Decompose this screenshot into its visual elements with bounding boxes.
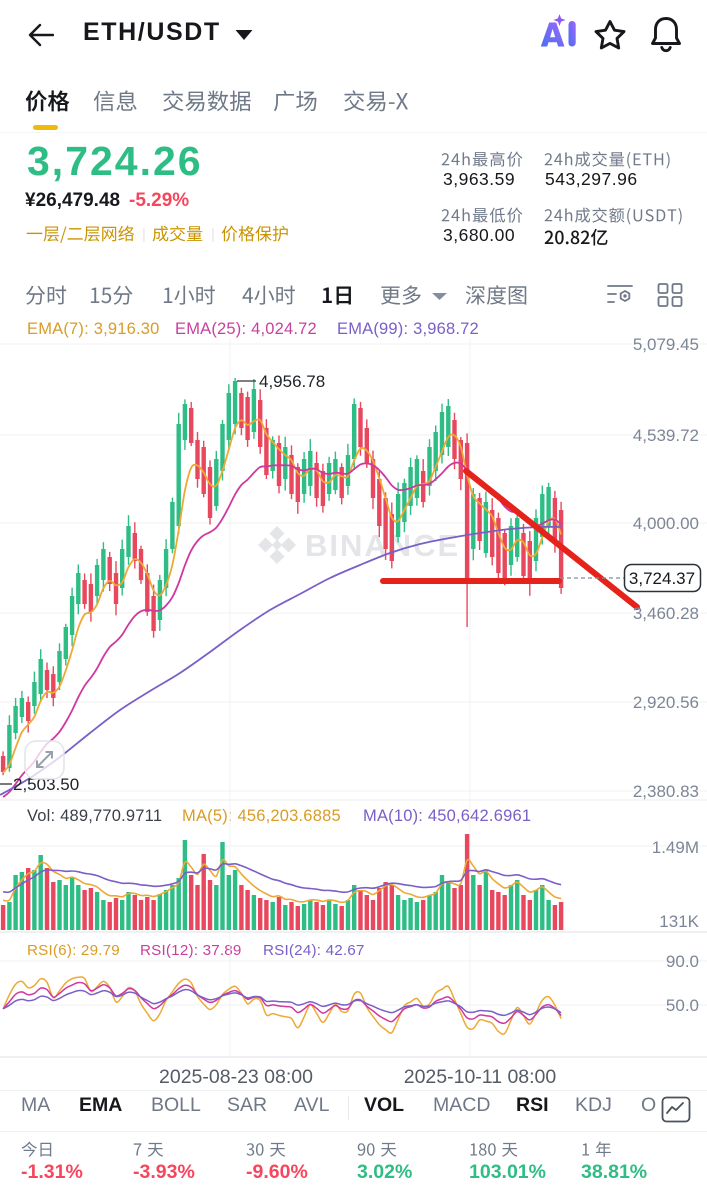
svg-text:50.0: 50.0 xyxy=(666,996,699,1015)
svg-text:2,920.56: 2,920.56 xyxy=(633,693,699,712)
svg-text:4,539.72: 4,539.72 xyxy=(633,426,699,445)
svg-text:1.49M: 1.49M xyxy=(652,838,699,857)
svg-text:3,460.28: 3,460.28 xyxy=(633,604,699,623)
svg-text:BINANCE: BINANCE xyxy=(305,528,460,563)
svg-text:5,079.45: 5,079.45 xyxy=(633,335,699,354)
svg-text:2,380.83: 2,380.83 xyxy=(633,782,699,801)
svg-text:2025-08-23 08:00: 2025-08-23 08:00 xyxy=(159,1066,313,1088)
svg-text:2,503.50: 2,503.50 xyxy=(13,775,79,794)
svg-text:2025-10-11 08:00: 2025-10-11 08:00 xyxy=(404,1066,557,1088)
svg-text:3,724.37: 3,724.37 xyxy=(629,569,695,588)
svg-text:4,000.00: 4,000.00 xyxy=(633,514,699,533)
svg-text:4,956.78: 4,956.78 xyxy=(259,372,325,391)
svg-text:90.0: 90.0 xyxy=(666,952,699,971)
svg-text:131K: 131K xyxy=(659,912,699,931)
